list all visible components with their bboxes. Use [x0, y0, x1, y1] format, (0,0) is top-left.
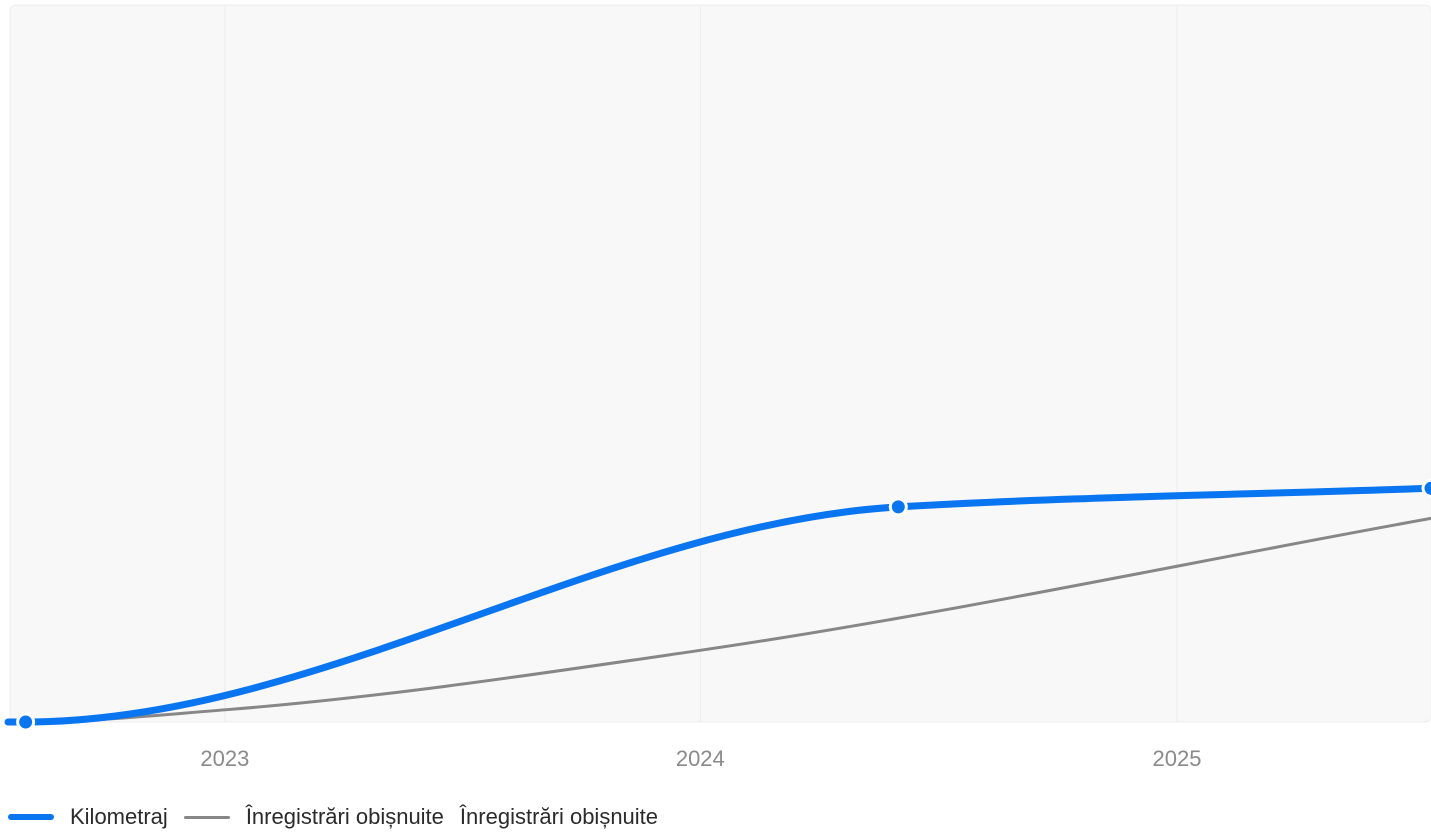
legend-item-regular-extra[interactable]: Înregistrări obișnuite: [460, 804, 658, 830]
x-tick-label-2025: 2025: [1153, 746, 1202, 771]
x-axis-ticks: 2023 2024 2025: [200, 746, 1201, 771]
data-point-mileage-2[interactable]: [1421, 478, 1431, 498]
legend-label-regular-extra: Înregistrări obișnuite: [459, 804, 659, 829]
line-chart: 2023 2024 2025: [4, 4, 1431, 771]
legend-swatch-regular: [183, 815, 230, 819]
series-lines: [4, 484, 1431, 726]
grid: [224, 5, 1178, 722]
x-tick-label-2024: 2024: [676, 746, 725, 771]
legend: Kilometraj Înregistrări obișnuite Înregi…: [8, 800, 674, 834]
data-point-mileage-0[interactable]: [16, 712, 36, 732]
data-point-mileage-1[interactable]: [888, 497, 908, 517]
x-tick-label-2023: 2023: [200, 746, 249, 771]
legend-swatch-mileage: [8, 814, 54, 820]
legend-item-mileage[interactable]: Kilometraj: [8, 804, 168, 830]
legend-label-regular: Înregistrări obișnuite: [245, 804, 444, 829]
series-markers: [16, 478, 1431, 732]
legend-label-mileage: Kilometraj: [70, 804, 168, 829]
legend-item-regular[interactable]: Înregistrări obișnuite: [183, 804, 444, 830]
series-line-mileage: [4, 484, 1431, 726]
plot-area: [9, 4, 1431, 723]
